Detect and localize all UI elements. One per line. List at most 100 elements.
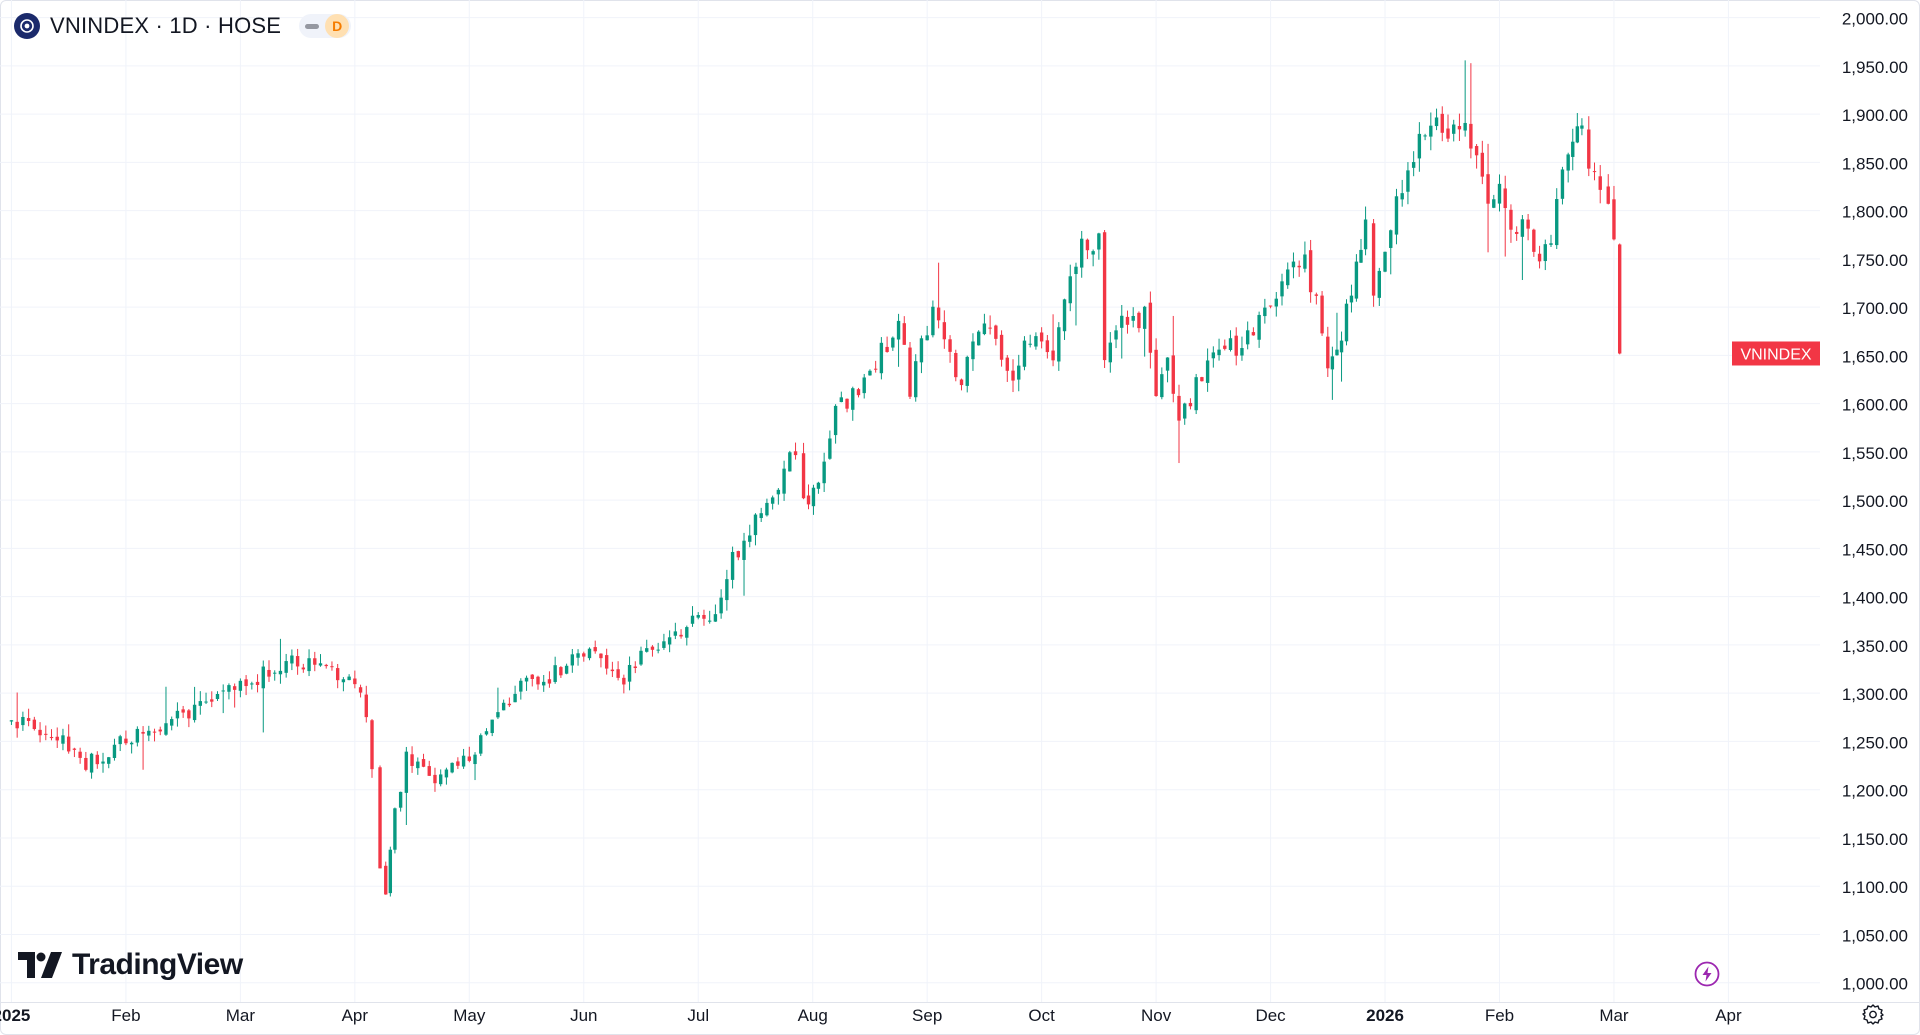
candle: [26, 708, 31, 727]
candle: [198, 691, 203, 715]
candle: [822, 452, 826, 492]
candle-body: [1457, 126, 1462, 130]
candle: [290, 649, 294, 671]
candle: [1474, 144, 1479, 169]
candle: [1543, 239, 1547, 271]
candle: [856, 387, 861, 398]
last-price-label: VNINDEX: [1732, 341, 1820, 366]
candle: [891, 336, 895, 351]
flash-icon[interactable]: [1694, 961, 1720, 987]
last-price-series-label: VNINDEX: [1740, 346, 1811, 363]
candle-body: [416, 761, 420, 769]
candle: [873, 360, 878, 373]
candle: [238, 678, 243, 698]
candle-body: [547, 679, 552, 684]
candle: [936, 262, 941, 329]
candle-body: [524, 677, 529, 682]
candle-body: [1411, 162, 1416, 168]
candle-body: [1171, 355, 1175, 394]
candle-body: [576, 653, 580, 658]
candle: [124, 730, 128, 746]
candle-body: [95, 754, 99, 765]
interval-badges[interactable]: D: [299, 14, 352, 38]
candle-body: [885, 346, 889, 352]
candle-body: [1486, 174, 1490, 204]
candle-body: [295, 656, 300, 667]
x-tick-label: May: [453, 1006, 486, 1025]
candle-body: [707, 620, 712, 622]
candle: [444, 767, 449, 785]
candle: [484, 728, 489, 736]
candle-body: [1057, 327, 1061, 362]
candle-body: [1017, 365, 1021, 380]
candle: [433, 767, 437, 792]
candle: [1400, 179, 1404, 207]
candle: [192, 686, 197, 723]
candle-body: [753, 514, 758, 536]
candle-body: [112, 744, 117, 758]
candle-body: [364, 694, 368, 718]
candle-body: [1363, 219, 1368, 250]
candle: [250, 681, 254, 690]
candle: [816, 481, 821, 494]
price-axis[interactable]: 1,000.00 1,050.00 1,100.00 1,150.00 1,200.00…: [1842, 10, 1908, 994]
candle: [587, 647, 592, 661]
time-axis[interactable]: 2025 Feb Mar Apr May Jun Jul Aug Sep Oct Nov Dec 202…: [0, 1006, 1742, 1025]
candle-body: [1028, 343, 1032, 345]
candle: [948, 335, 952, 363]
candle: [1383, 251, 1387, 273]
candle-body: [1474, 146, 1479, 156]
candle-body: [1344, 303, 1349, 342]
candle-body: [748, 535, 752, 542]
candle: [828, 430, 832, 460]
candle: [650, 645, 655, 657]
candle: [925, 325, 929, 341]
candle-body: [384, 865, 388, 895]
candle-body: [1492, 199, 1496, 208]
candle: [639, 646, 643, 666]
candle: [1514, 226, 1519, 241]
candle-body: [1245, 330, 1250, 345]
candle-body: [1114, 330, 1118, 340]
candle: [1257, 311, 1261, 348]
candle-body: [21, 716, 25, 726]
candle-body: [1091, 251, 1095, 255]
candle: [164, 686, 168, 736]
candle-body: [1108, 342, 1113, 363]
x-tick-label: Mar: [226, 1006, 256, 1025]
symbol-title[interactable]: VNINDEX · 1D · HOSE: [50, 13, 282, 38]
interval-badge: D: [325, 14, 350, 38]
candle-body: [942, 322, 947, 340]
candle-body: [759, 513, 763, 519]
candle-body: [1587, 129, 1591, 169]
symbol-logo-icon[interactable]: [14, 13, 40, 39]
candle-body: [971, 341, 975, 360]
candle: [450, 762, 454, 774]
candle-body: [627, 664, 632, 682]
candle-body: [994, 325, 998, 339]
candle-body: [313, 658, 317, 665]
candle: [879, 337, 884, 380]
candle: [507, 697, 512, 707]
candle-body: [250, 683, 254, 685]
tradingview-logo[interactable]: TradingView: [18, 948, 243, 982]
candle: [1457, 113, 1462, 141]
candle: [954, 349, 958, 382]
candle-body: [107, 757, 111, 764]
candle-body: [582, 653, 586, 657]
candle: [61, 728, 65, 751]
candle-body: [1102, 232, 1107, 361]
candle-body: [101, 761, 105, 764]
candle-body: [89, 753, 94, 773]
candle-body: [290, 655, 294, 664]
candle-body: [1165, 357, 1170, 371]
candle: [439, 769, 443, 787]
candle-body: [736, 551, 740, 558]
y-tick-label: 1,750.00: [1842, 251, 1908, 270]
candle-body: [1349, 295, 1354, 303]
candle: [1205, 348, 1210, 392]
settings-gear-icon[interactable]: [1862, 1003, 1884, 1025]
candle: [370, 719, 374, 778]
candle-body: [1555, 199, 1559, 246]
